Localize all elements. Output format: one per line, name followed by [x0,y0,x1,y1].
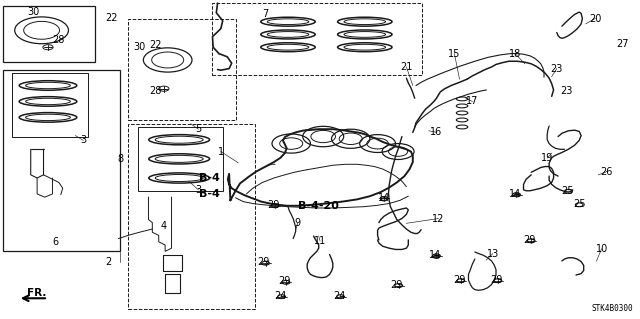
Text: 14: 14 [509,189,522,199]
Text: 9: 9 [294,218,301,228]
Text: 18: 18 [509,48,522,59]
Text: 26: 26 [600,167,613,177]
Text: 1: 1 [218,146,224,157]
Text: 3: 3 [195,185,202,195]
Bar [3,70,120,251]
Text: 24: 24 [274,291,287,301]
Text: FR.: FR. [28,288,47,298]
Text: 19: 19 [541,153,554,163]
Text: 10: 10 [595,244,608,254]
Bar [128,19,236,120]
Text: 28: 28 [52,35,65,45]
Text: 7: 7 [262,9,269,19]
Bar [12,73,88,137]
Text: 25: 25 [561,186,574,196]
Text: 29: 29 [390,279,403,290]
Bar [128,124,255,309]
Text: B-4: B-4 [199,173,220,183]
Text: 14: 14 [378,193,390,203]
Text: 2: 2 [106,256,112,267]
Text: 15: 15 [448,48,461,59]
Text: 6: 6 [52,237,59,248]
Text: 29: 29 [268,200,280,210]
Text: STK4B0300: STK4B0300 [592,304,634,313]
Text: 25: 25 [573,199,586,209]
Text: 17: 17 [466,96,479,107]
Text: 28: 28 [149,86,162,96]
Text: 11: 11 [314,236,326,246]
Text: 20: 20 [589,13,602,24]
Text: 8: 8 [117,154,124,165]
Text: 23: 23 [560,86,573,96]
Text: 23: 23 [550,63,563,74]
Text: 5: 5 [195,124,202,134]
Text: 22: 22 [106,12,118,23]
Text: 29: 29 [278,276,291,286]
Text: 12: 12 [432,213,445,224]
Text: 30: 30 [133,42,146,52]
Text: 29: 29 [490,275,502,285]
Bar [3,6,95,62]
Text: 21: 21 [400,62,413,72]
Bar [138,127,223,191]
Bar [212,3,422,75]
Text: 29: 29 [453,275,466,285]
Text: 14: 14 [429,250,442,260]
Text: 27: 27 [616,39,629,49]
Text: 29: 29 [524,235,536,245]
Text: 29: 29 [257,257,270,267]
Text: B-4-20: B-4-20 [298,201,339,211]
Text: 16: 16 [430,127,443,137]
Text: 24: 24 [333,291,346,301]
Text: B-4: B-4 [199,189,220,199]
Text: 4: 4 [160,221,166,232]
Text: 3: 3 [80,135,86,145]
Text: 13: 13 [486,249,499,259]
Text: 22: 22 [149,40,162,50]
Text: 30: 30 [27,7,40,17]
